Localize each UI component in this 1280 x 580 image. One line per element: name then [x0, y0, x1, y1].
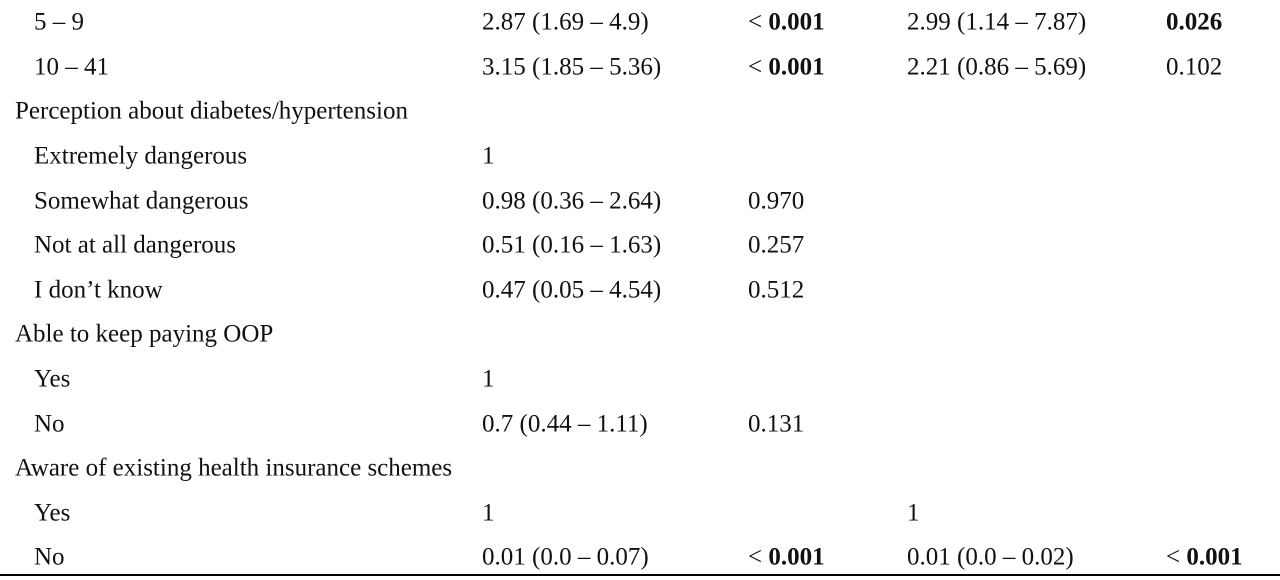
p-value-unadjusted: 0.512: [748, 276, 805, 304]
p-value-unadjusted: 0.970: [748, 187, 805, 215]
table-row: Yes 1: [0, 357, 1280, 402]
table-row-group-header: Able to keep paying OOP: [0, 312, 1280, 357]
table-row: Yes 1 1: [0, 491, 1280, 536]
p-value-adjusted: 0.026: [1166, 8, 1223, 36]
table-row: I don’t know 0.47 (0.05 – 4.54) 0.512: [0, 268, 1280, 313]
odds-ratio-unadjusted: 0.47 (0.05 – 4.54): [482, 276, 662, 304]
row-label: Yes: [34, 499, 71, 527]
row-label: Extremely dangerous: [34, 142, 248, 170]
p-value-symbol: <: [1166, 543, 1187, 571]
odds-ratio-unadjusted: 1: [482, 365, 495, 393]
table-bottom-rule: [0, 574, 1280, 576]
table-row-group-header: Aware of existing health insurance schem…: [0, 446, 1280, 491]
table-row: 10 – 41 3.15 (1.85 – 5.36) < 0.001 2.21 …: [0, 45, 1280, 90]
table-row: 5 – 9 2.87 (1.69 – 4.9) < 0.001 2.99 (1.…: [0, 0, 1280, 45]
odds-ratio-adjusted: 1: [907, 499, 920, 527]
odds-ratio-unadjusted: 2.87 (1.69 – 4.9): [482, 8, 649, 36]
table-row: No 0.7 (0.44 – 1.11) 0.131: [0, 401, 1280, 446]
p-value-number: 0.001: [768, 543, 825, 571]
p-value-unadjusted: < 0.001: [748, 545, 825, 570]
group-header-label: Perception about diabetes/hypertension: [15, 97, 408, 125]
p-value-unadjusted: < 0.001: [748, 54, 825, 79]
table-row: Not at all dangerous 0.51 (0.16 – 1.63) …: [0, 223, 1280, 268]
odds-ratio-unadjusted: 1: [482, 499, 495, 527]
table-row: Extremely dangerous 1: [0, 134, 1280, 179]
p-value-unadjusted: 0.131: [748, 410, 805, 438]
p-value-symbol: <: [748, 8, 769, 36]
p-value-symbol: <: [748, 53, 769, 81]
row-label: Somewhat dangerous: [34, 187, 249, 215]
row-label: I don’t know: [34, 276, 163, 304]
p-value-unadjusted: < 0.001: [748, 10, 825, 35]
odds-ratio-unadjusted: 0.7 (0.44 – 1.11): [482, 410, 648, 438]
odds-ratio-adjusted: 0.01 (0.0 – 0.02): [907, 543, 1074, 571]
row-label: No: [34, 543, 65, 571]
p-value-adjusted: 0.102: [1166, 53, 1223, 81]
row-label: Not at all dangerous: [34, 231, 237, 259]
row-label: 5 – 9: [34, 8, 84, 36]
p-value-number: 0.001: [1186, 543, 1243, 571]
odds-ratio-unadjusted: 0.01 (0.0 – 0.07): [482, 543, 649, 571]
row-label: Yes: [34, 365, 71, 393]
group-header-label: Aware of existing health insurance schem…: [15, 454, 453, 482]
row-label: No: [34, 410, 65, 438]
odds-ratio-unadjusted: 3.15 (1.85 – 5.36): [482, 53, 662, 81]
table-row-group-header: Perception about diabetes/hypertension: [0, 89, 1280, 134]
p-value-unadjusted: 0.257: [748, 231, 805, 259]
odds-ratio-unadjusted: 0.51 (0.16 – 1.63): [482, 231, 662, 259]
odds-ratio-unadjusted: 0.98 (0.36 – 2.64): [482, 187, 662, 215]
p-value-number: 0.001: [768, 53, 825, 81]
p-value-adjusted: < 0.001: [1166, 545, 1243, 570]
table-row: No 0.01 (0.0 – 0.07) < 0.001 0.01 (0.0 –…: [0, 535, 1280, 580]
odds-ratio-adjusted: 2.99 (1.14 – 7.87): [907, 8, 1087, 36]
table-row: Somewhat dangerous 0.98 (0.36 – 2.64) 0.…: [0, 178, 1280, 223]
odds-ratio-unadjusted: 1: [482, 142, 495, 170]
group-header-label: Able to keep paying OOP: [15, 320, 274, 348]
odds-ratio-adjusted: 2.21 (0.86 – 5.69): [907, 53, 1087, 81]
row-label: 10 – 41: [34, 53, 109, 81]
p-value-symbol: <: [748, 543, 769, 571]
p-value-number: 0.001: [768, 8, 825, 36]
